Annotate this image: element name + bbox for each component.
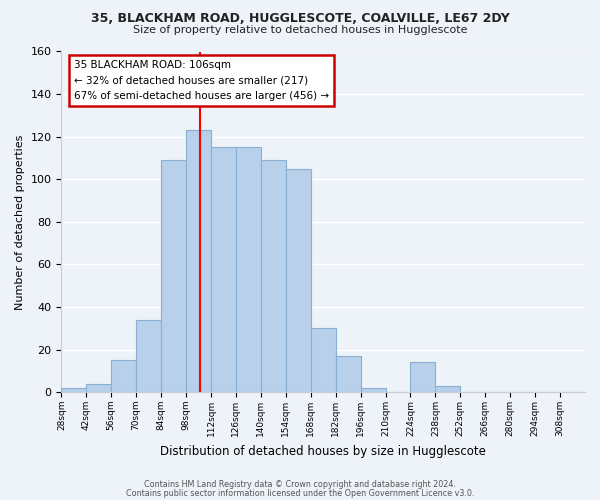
Bar (236, 148, 261, 392)
Bar (61, 388, 86, 392)
Bar (286, 168, 311, 392)
Text: Contains HM Land Registry data © Crown copyright and database right 2024.: Contains HM Land Registry data © Crown c… (144, 480, 456, 489)
Bar (261, 160, 286, 392)
Bar (311, 328, 335, 392)
Bar (361, 388, 386, 392)
Text: 35 BLACKHAM ROAD: 106sqm
← 32% of detached houses are smaller (217)
67% of semi-: 35 BLACKHAM ROAD: 106sqm ← 32% of detach… (74, 60, 329, 101)
Bar (186, 130, 211, 392)
Y-axis label: Number of detached properties: Number of detached properties (15, 134, 25, 310)
Bar (211, 148, 236, 392)
Bar (436, 386, 460, 392)
Text: 35, BLACKHAM ROAD, HUGGLESCOTE, COALVILLE, LE67 2DY: 35, BLACKHAM ROAD, HUGGLESCOTE, COALVILL… (91, 12, 509, 26)
Text: Contains public sector information licensed under the Open Government Licence v3: Contains public sector information licen… (126, 488, 474, 498)
Bar (335, 356, 361, 392)
Bar (136, 320, 161, 392)
Bar (111, 360, 136, 392)
X-axis label: Distribution of detached houses by size in Hugglescote: Distribution of detached houses by size … (160, 444, 486, 458)
Bar (410, 362, 436, 392)
Text: Size of property relative to detached houses in Hugglescote: Size of property relative to detached ho… (133, 25, 467, 35)
Bar (161, 160, 186, 392)
Bar (86, 384, 111, 392)
